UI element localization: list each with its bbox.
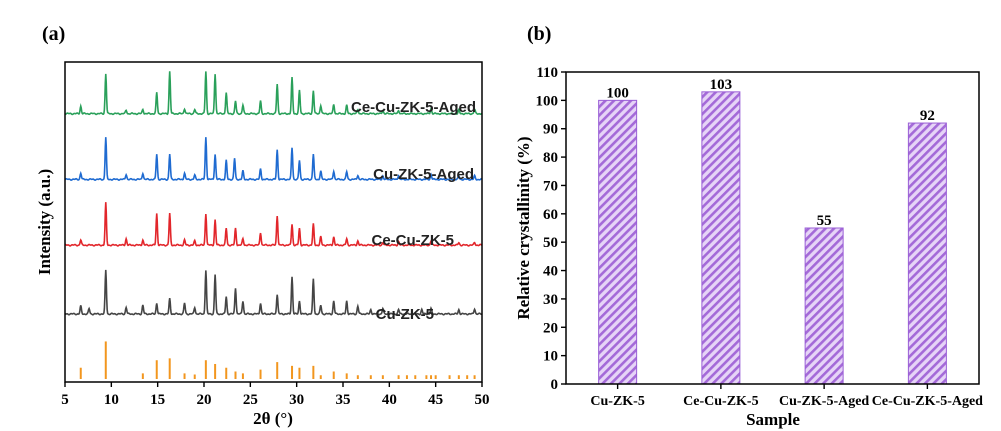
xrd-trace-ce-cu-zk-5 bbox=[64, 202, 483, 247]
xrd-plot-frame bbox=[64, 61, 483, 383]
xrd-trace-label: Ce-Cu-ZK-5 bbox=[372, 232, 455, 249]
bar-category-label: Cu-ZK-5-Aged bbox=[779, 394, 869, 409]
bar-value-label: 103 bbox=[710, 77, 733, 93]
bar-ce-cu-zk-5 bbox=[701, 91, 741, 385]
xrd-x-tick-label: 50 bbox=[475, 392, 490, 408]
xrd-x-tick-label: 5 bbox=[61, 392, 69, 408]
xrd-y-axis-title: Intensity (a.u.) bbox=[35, 169, 54, 275]
bar-y-tick-label: 40 bbox=[543, 264, 558, 280]
bar-category-label: Ce-Cu-ZK-5 bbox=[683, 394, 758, 409]
xrd-trace-label: Ce-Cu-ZK-5-Aged bbox=[351, 99, 476, 116]
xrd-x-tick-label: 25 bbox=[243, 392, 258, 408]
bar-y-axis: 0 10 20 30 40 50 60 70 80 90 100 110 bbox=[536, 65, 566, 393]
bar-y-tick-label: 90 bbox=[543, 122, 558, 138]
xrd-x-tick-label: 20 bbox=[197, 392, 212, 408]
xrd-trace-label: Cu-ZK-5 bbox=[376, 306, 434, 323]
bar-plot-area: 100 103 55 92 bbox=[598, 77, 947, 385]
bar-x-axis: Cu-ZK-5 Ce-Cu-ZK-5 Cu-ZK-5-Aged Ce-Cu-ZK-5-… bbox=[590, 384, 983, 409]
bar-plot-frame bbox=[565, 71, 980, 385]
xrd-x-axis-title: 2θ (°) bbox=[253, 409, 293, 428]
bar-ce-cu-zk-5-aged bbox=[907, 122, 947, 385]
bar-y-tick-label: 60 bbox=[543, 207, 558, 223]
bar-category-label: Ce-Cu-ZK-5-Aged bbox=[872, 394, 983, 409]
xrd-x-tick-label: 15 bbox=[150, 392, 165, 408]
xrd-trace-labels: Ce-Cu-ZK-5-Aged Cu-ZK-5-Aged Ce-Cu-ZK-5 Cu-… bbox=[351, 99, 476, 323]
bar-y-tick-label: 80 bbox=[543, 150, 558, 166]
bar-value-label: 92 bbox=[920, 108, 935, 124]
bar-y-tick-label: 10 bbox=[543, 349, 558, 365]
xrd-trace-ce-cu-zk-5-aged bbox=[64, 71, 483, 116]
bar-category-label: Cu-ZK-5 bbox=[590, 394, 644, 409]
bar-y-tick-label: 100 bbox=[536, 93, 559, 109]
xrd-x-tick-label: 35 bbox=[336, 392, 351, 408]
xrd-x-axis: 5 10 15 20 25 30 35 40 45 50 bbox=[61, 382, 490, 408]
bar-y-axis-title: Relative crystallinity (%) bbox=[514, 136, 533, 319]
xrd-x-tick-label: 40 bbox=[382, 392, 397, 408]
xrd-plot-area bbox=[64, 71, 483, 379]
bar-cu-zk-5 bbox=[598, 99, 638, 385]
panel-a-label: (a) bbox=[42, 23, 65, 45]
xrd-x-tick-label: 10 bbox=[104, 392, 119, 408]
xrd-x-tick-label: 30 bbox=[289, 392, 304, 408]
xrd-trace-cu-zk-5 bbox=[64, 269, 483, 316]
bar-value-label: 100 bbox=[606, 85, 629, 101]
bar-y-tick-label: 50 bbox=[543, 235, 558, 251]
bar-y-tick-label: 70 bbox=[543, 178, 558, 194]
bar-cu-zk-5-aged bbox=[804, 227, 844, 385]
bar-y-tick-label: 20 bbox=[543, 320, 558, 336]
bar-y-tick-label: 30 bbox=[543, 292, 558, 308]
xrd-x-tick-label: 45 bbox=[428, 392, 443, 408]
panel-b-label: (b) bbox=[527, 23, 551, 45]
bar-y-tick-label: 0 bbox=[551, 377, 559, 393]
xrd-trace-cu-zk-5-aged bbox=[64, 137, 483, 182]
bar-value-label: 55 bbox=[817, 213, 832, 229]
bar-y-tick-label: 110 bbox=[536, 65, 558, 81]
bar-x-axis-title: Sample bbox=[746, 410, 800, 429]
xrd-trace-label: Cu-ZK-5-Aged bbox=[373, 166, 474, 183]
